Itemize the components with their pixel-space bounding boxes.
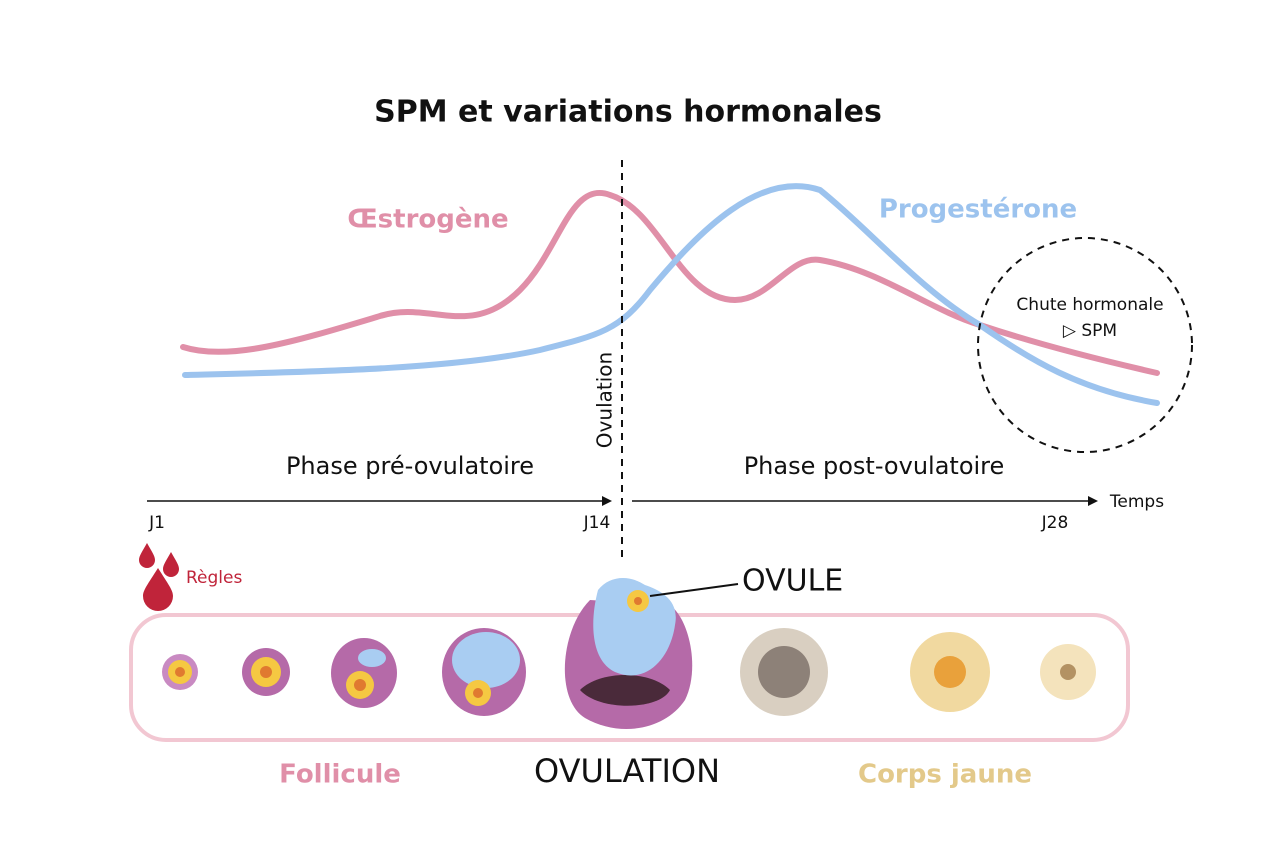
annotation-text: Chute hormonale xyxy=(1016,295,1163,315)
day-label: J28 xyxy=(1041,513,1069,533)
stage-label: Corps jaune xyxy=(858,760,1032,790)
phase-label: Phase post-ovulatoire xyxy=(744,452,1005,480)
annotation-text: ▷ SPM xyxy=(1063,321,1117,341)
stage-label: Follicule xyxy=(279,760,401,790)
ovule-pointer xyxy=(649,583,739,597)
progesterone-curve xyxy=(182,183,1160,406)
phase-label: Phase pré-ovulatoire xyxy=(286,452,534,480)
arrow-head xyxy=(1088,496,1098,506)
axis-label: Temps xyxy=(1109,492,1164,512)
title: SPM et variations hormonales xyxy=(374,95,882,130)
arrow-head xyxy=(602,496,612,506)
corpus-luteum xyxy=(740,628,1096,716)
estrogen-curve xyxy=(180,190,1160,376)
stage-label: OVULATION xyxy=(534,752,720,790)
day-label: J1 xyxy=(148,513,165,533)
ovulating-follicle xyxy=(564,578,693,730)
annotation-circle xyxy=(977,237,1193,453)
curve-label: Progestérone xyxy=(879,195,1077,225)
menses-label: Règles xyxy=(186,568,242,588)
ovule-label: OVULE xyxy=(742,564,843,599)
follicles xyxy=(162,628,526,716)
menses-icon xyxy=(139,543,179,611)
ovulation-label: Ovulation xyxy=(593,352,617,448)
curve-label: Œstrogène xyxy=(347,205,508,235)
day-label: J14 xyxy=(583,513,611,533)
